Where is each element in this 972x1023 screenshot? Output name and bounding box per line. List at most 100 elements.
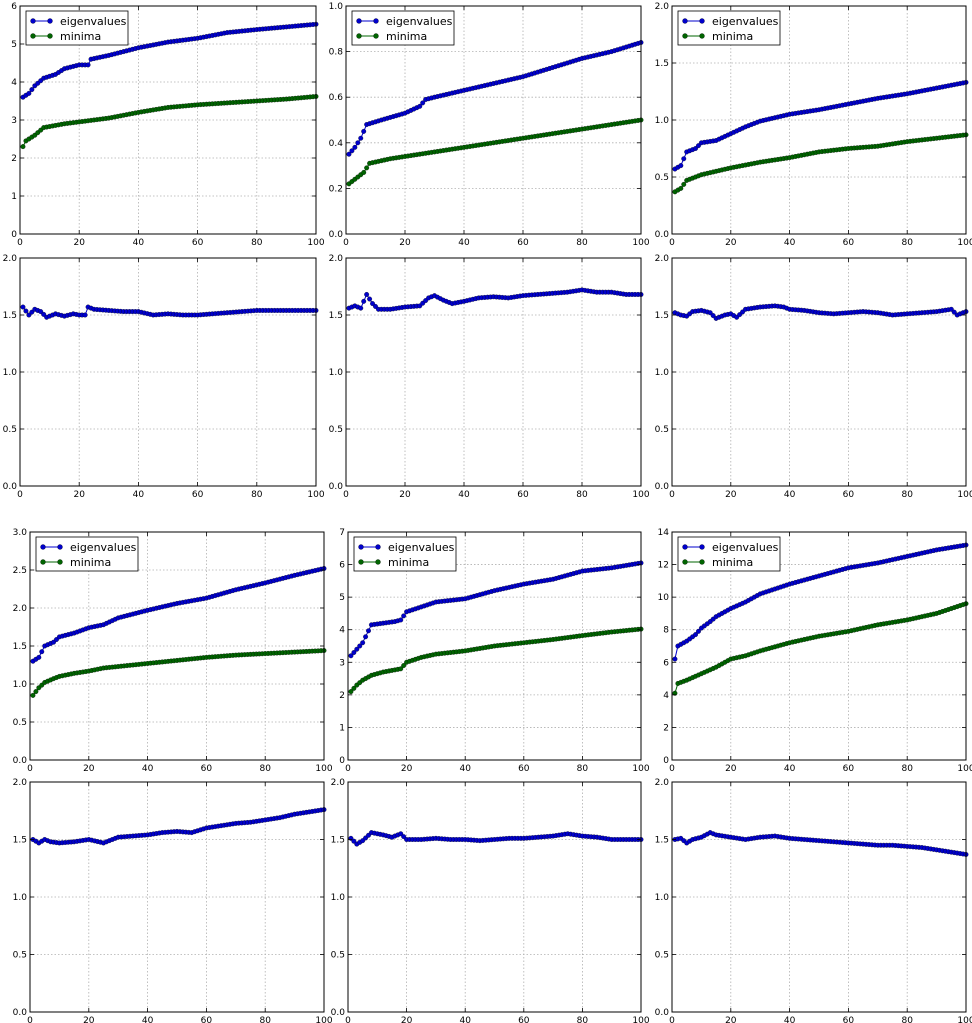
axes-frame (345, 5, 642, 235)
x-tick-label: 20 (73, 490, 85, 500)
x-tick-label: 100 (957, 490, 972, 500)
legend-marker (356, 18, 362, 24)
y-tick-label: 0.5 (13, 718, 27, 728)
subplot-11: 0 20 40 60 80 100 0.0 0.5 1.0 1.5 2.0 (331, 778, 650, 1023)
data-point (351, 650, 357, 655)
x-tick-label: 100 (957, 764, 972, 774)
data-point (417, 103, 423, 109)
x-tick-label: 60 (518, 764, 530, 774)
y-tick-label: 1.5 (655, 836, 669, 846)
legend-label: eigenvalues (388, 541, 455, 554)
y-tick-label: 0.0 (3, 482, 18, 492)
y-tick-label: 3 (339, 658, 345, 668)
y-tick-label: 0.5 (655, 173, 669, 183)
legend-marker (30, 18, 36, 24)
series-markers (348, 560, 644, 659)
y-tick-label: 1.5 (3, 311, 17, 321)
x-tick-label: 0 (343, 490, 349, 500)
x-tick-label: 40 (133, 238, 145, 248)
y-tick-label: 0.8 (329, 48, 344, 58)
legend-marker (682, 559, 688, 565)
x-tick-label: 60 (192, 238, 204, 248)
x-tick-label: 80 (901, 764, 913, 774)
legend: eigenvalues minima (351, 10, 455, 46)
series-markers (672, 830, 969, 857)
data-point (20, 144, 26, 150)
y-tick-label: 0.2 (329, 184, 343, 194)
x-tick-label: 0 (17, 238, 23, 248)
subplot-4: 0 20 40 60 80 100 0.0 0.5 1.0 1.5 2.0 (3, 254, 325, 500)
legend: eigenvalues minima (25, 10, 129, 46)
legend-box (25, 10, 129, 46)
legend: eigenvalues minima (677, 536, 781, 572)
legend-box (351, 10, 455, 46)
x-tick-label: 80 (251, 238, 263, 248)
x-tick-label: 60 (517, 238, 529, 248)
y-tick-label: 2 (11, 154, 17, 164)
x-tick-label: 60 (201, 1016, 213, 1023)
data-point (370, 301, 375, 307)
data-point (357, 643, 363, 649)
subplot-7: 0 20 40 60 80 100 0.0 0.5 1.0 1.5 2.0 2.5 3.0 eigenva… (13, 528, 333, 774)
y-tick-label: 1.0 (13, 680, 28, 690)
data-point (29, 87, 35, 93)
series-markers (30, 566, 327, 664)
x-tick-label: 100 (307, 238, 324, 248)
data-point (358, 135, 364, 141)
legend: eigenvalues minima (35, 536, 139, 572)
y-tick-label: 1.5 (655, 311, 669, 321)
x-tick-label: 60 (843, 238, 855, 248)
legend-marker (57, 559, 63, 565)
legend-marker (682, 18, 688, 24)
legend-box (677, 10, 781, 46)
series-markers (672, 542, 969, 662)
data-point (26, 90, 32, 96)
x-tick-label: 0 (669, 764, 675, 774)
series-markers (672, 601, 969, 696)
data-point (20, 304, 26, 310)
x-tick-label: 60 (192, 490, 204, 500)
data-point (39, 649, 45, 655)
subplot-10: 0 20 40 60 80 100 0.0 0.5 1.0 1.5 2.0 (13, 778, 333, 1023)
legend-label: eigenvalues (712, 541, 779, 554)
x-tick-label: 80 (576, 238, 588, 248)
y-tick-label: 2.5 (13, 566, 27, 576)
legend-marker (375, 544, 381, 550)
x-tick-label: 0 (17, 490, 23, 500)
data-point (696, 628, 701, 634)
data-point (355, 140, 361, 146)
y-tick-label: 1 (339, 723, 345, 733)
y-tick-label: 0.5 (3, 425, 17, 435)
y-tick-label: 0.5 (331, 951, 345, 961)
legend-marker (40, 559, 46, 565)
series-markers (20, 93, 319, 150)
data-point (348, 689, 354, 695)
y-tick-label: 2 (663, 723, 669, 733)
x-tick-label: 40 (133, 490, 145, 500)
data-point (82, 312, 88, 318)
y-tick-label: 2.0 (655, 778, 670, 788)
x-tick-label: 0 (27, 1016, 33, 1023)
data-point (373, 304, 378, 309)
y-tick-label: 0.0 (329, 482, 344, 492)
x-tick-label: 40 (784, 1016, 796, 1023)
y-tick-label: 1.5 (655, 59, 669, 69)
data-point (30, 692, 36, 698)
x-tick-label: 40 (784, 764, 796, 774)
x-tick-label: 100 (307, 490, 324, 500)
y-tick-label: 0.5 (655, 951, 669, 961)
y-tick-label: 0 (663, 756, 669, 766)
x-tick-label: 80 (577, 1016, 589, 1023)
legend: eigenvalues minima (677, 10, 781, 46)
legend-marker (57, 544, 63, 550)
series-markers (20, 304, 319, 320)
data-point (85, 62, 91, 68)
subplot-8: 0 20 40 60 80 100 0 1 2 3 4 5 6 7 eigenvalues minima (339, 528, 650, 774)
legend-marker (699, 18, 705, 24)
data-point (354, 646, 360, 652)
data-point (367, 296, 373, 302)
x-tick-label: 100 (957, 1016, 972, 1023)
y-tick-label: 2.0 (13, 604, 28, 614)
legend-label: eigenvalues (60, 15, 127, 28)
legend-marker (699, 559, 705, 565)
